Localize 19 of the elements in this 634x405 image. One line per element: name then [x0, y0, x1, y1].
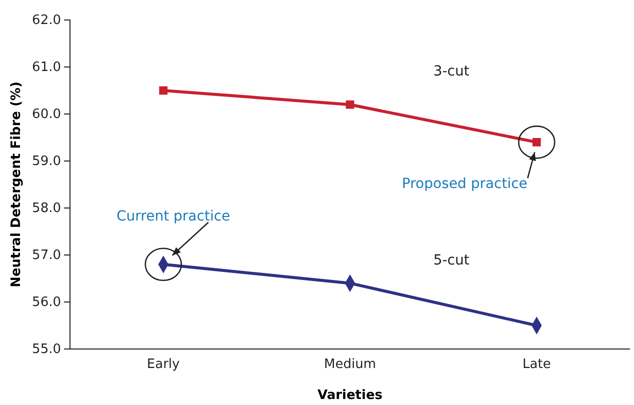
x-tick-label: Late [522, 357, 551, 372]
y-tick-label: 57.0 [32, 248, 61, 264]
point [346, 100, 354, 109]
y-tick-label: 62.0 [32, 13, 61, 28]
point [159, 86, 168, 95]
y-tick-label: 58.0 [32, 201, 61, 216]
y-tick-label: 60.0 [32, 107, 61, 122]
x-tick-label: Medium [324, 357, 376, 372]
annotation: Current practice [116, 208, 230, 224]
y-tick-label: 56.0 [32, 295, 61, 310]
x-axis-title: Varieties [317, 388, 383, 403]
y-axis-title: Neutral Detergent Fibre (%) [9, 82, 24, 288]
text: 5-cut [433, 252, 470, 268]
y-tick-label: 55.0 [32, 342, 61, 358]
y-tick-label: 61.0 [32, 60, 61, 76]
y-tick-label: 59.0 [32, 154, 61, 170]
text: 3-cut [433, 63, 470, 80]
x-tick-label: Early [146, 357, 180, 372]
annotation: Proposed practice [402, 176, 528, 192]
